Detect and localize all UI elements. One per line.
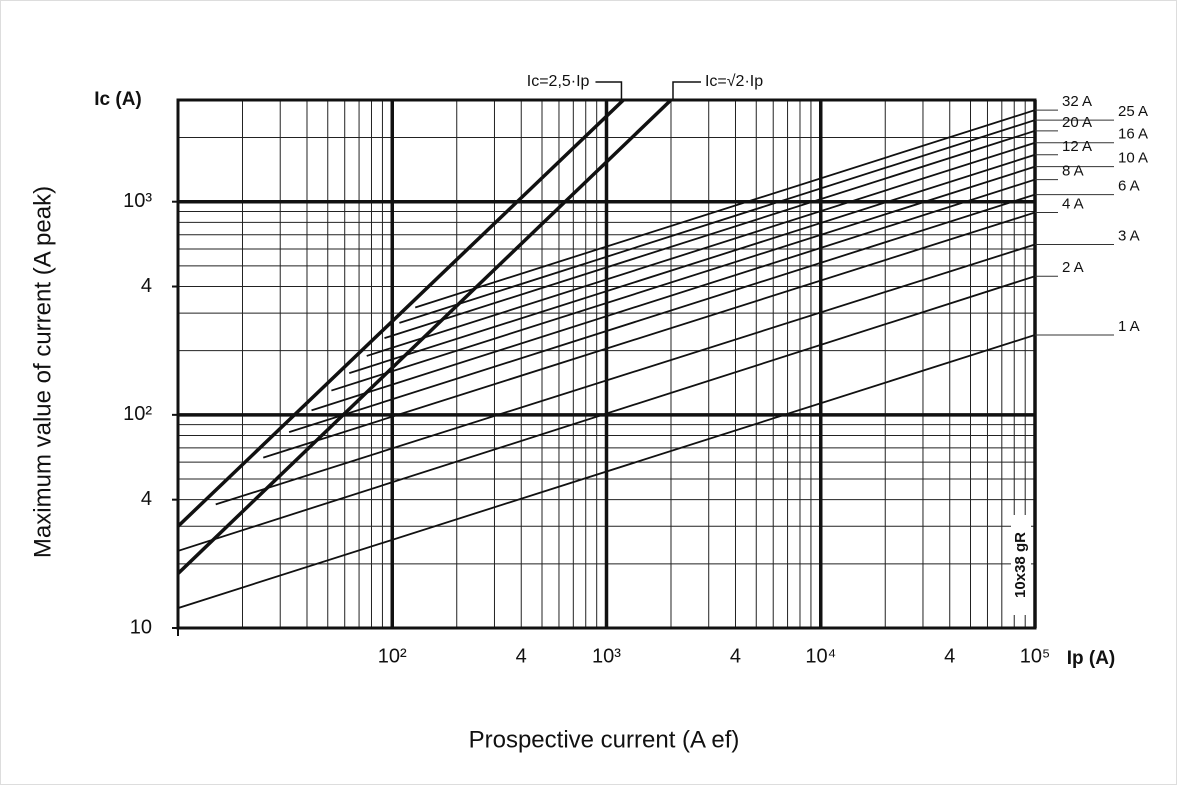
x-axis-title: Prospective current (A ef)	[469, 726, 740, 753]
y-axis-label: Ic (A)	[94, 89, 142, 110]
x-tick-label: 4	[730, 645, 741, 667]
series-label: 16 A	[1118, 126, 1148, 143]
series-line	[178, 100, 625, 528]
series-line	[178, 334, 1035, 609]
series-label: 6 A	[1118, 178, 1140, 195]
series-label: Ic=√2·Ip	[705, 73, 763, 90]
series-label: 25 A	[1118, 103, 1148, 120]
y-tick-label: 4	[141, 488, 152, 510]
label-leader	[672, 81, 701, 100]
series-label: 12 A	[1062, 138, 1092, 155]
series-label: 4 A	[1062, 195, 1084, 212]
series-label: 1 A	[1118, 318, 1140, 335]
note: 10x38 gR	[1012, 532, 1029, 598]
y-tick-label: 10²	[123, 403, 152, 425]
series-label: 3 A	[1118, 227, 1140, 244]
series-line	[331, 165, 1035, 392]
y-axis-title: Maximum value of current (A peak)	[29, 186, 56, 558]
series-label: 20 A	[1062, 114, 1092, 131]
series-line	[348, 153, 1035, 374]
series-line	[399, 119, 1035, 324]
series-label: 8 A	[1062, 163, 1084, 180]
x-tick-label: 10²	[378, 645, 407, 667]
series-line	[288, 193, 1035, 433]
series-line	[384, 129, 1035, 340]
y-tick-label: 10	[130, 616, 152, 638]
series-label: Ic=2,5·Ip	[527, 73, 590, 90]
series-label: 2 A	[1062, 259, 1084, 276]
series-line	[215, 243, 1035, 506]
label-leader	[595, 81, 623, 100]
series-line	[366, 141, 1035, 357]
x-tick-label: 4	[944, 645, 955, 667]
x-axis-label: Ip (A)	[1067, 648, 1116, 669]
y-tick-label: 10³	[123, 190, 152, 212]
series-line	[414, 109, 1035, 309]
series-line	[262, 211, 1035, 459]
x-tick-label: 10⁴	[805, 645, 836, 667]
x-tick-label: 10³	[592, 645, 621, 667]
x-tick-label: 4	[516, 645, 527, 667]
plot-border	[176, 98, 1037, 630]
series-label: 32 A	[1062, 93, 1092, 110]
series-line	[178, 275, 1035, 552]
series-label: 10 A	[1118, 150, 1148, 167]
series-line	[311, 178, 1035, 412]
y-tick-label: 4	[141, 275, 152, 297]
x-tick-label: 10⁵	[1020, 645, 1051, 667]
note-bg	[1011, 515, 1031, 615]
